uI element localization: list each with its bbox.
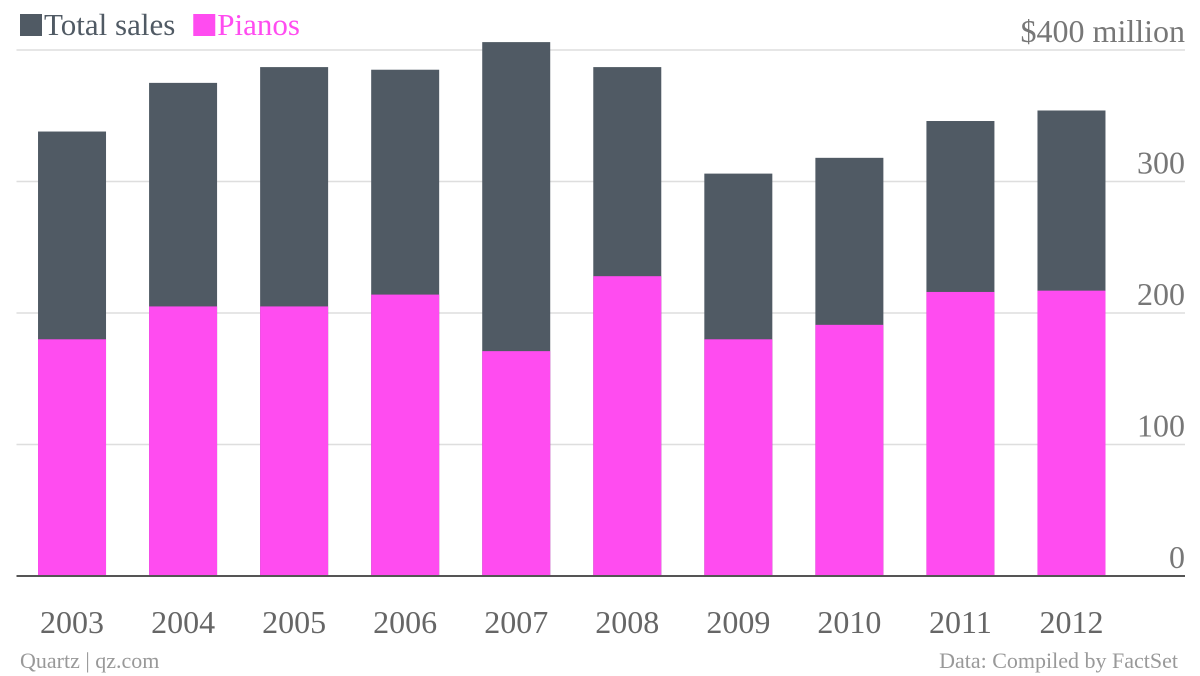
bar [704, 339, 773, 576]
bar [260, 306, 329, 576]
bar [38, 339, 107, 576]
x-tick-label: 2008 [595, 604, 659, 640]
y-tick-label: 100 [1137, 408, 1185, 444]
bar [149, 306, 218, 576]
bar [815, 324, 884, 576]
legend-swatch [193, 14, 216, 36]
y-tick-label: 200 [1137, 276, 1185, 312]
bar [593, 276, 662, 576]
x-tick-label: 2012 [1039, 604, 1103, 640]
x-tick-label: 2004 [151, 604, 215, 640]
y-tick-label: 300 [1137, 145, 1185, 181]
legend-label: Pianos [217, 7, 300, 42]
x-tick-label: 2006 [373, 604, 437, 640]
legend-label: Total sales [44, 7, 175, 42]
source: Data: Compiled by FactSet [939, 648, 1178, 673]
credit: Quartz | qz.com [20, 648, 159, 673]
y-tick-label: 0 [1169, 539, 1185, 575]
x-tick-label: 2010 [817, 604, 881, 640]
x-tick-label: 2003 [40, 604, 104, 640]
x-tick-label: 2009 [706, 604, 770, 640]
bar [371, 294, 440, 576]
x-tick-label: 2005 [262, 604, 326, 640]
bar [1037, 290, 1106, 576]
y-tick-label: $400 million [1021, 13, 1185, 49]
bar [926, 291, 995, 576]
legend-swatch [20, 14, 42, 36]
x-tick-label: 2011 [929, 604, 992, 640]
bar [482, 351, 551, 576]
x-tick-label: 2007 [484, 604, 548, 640]
